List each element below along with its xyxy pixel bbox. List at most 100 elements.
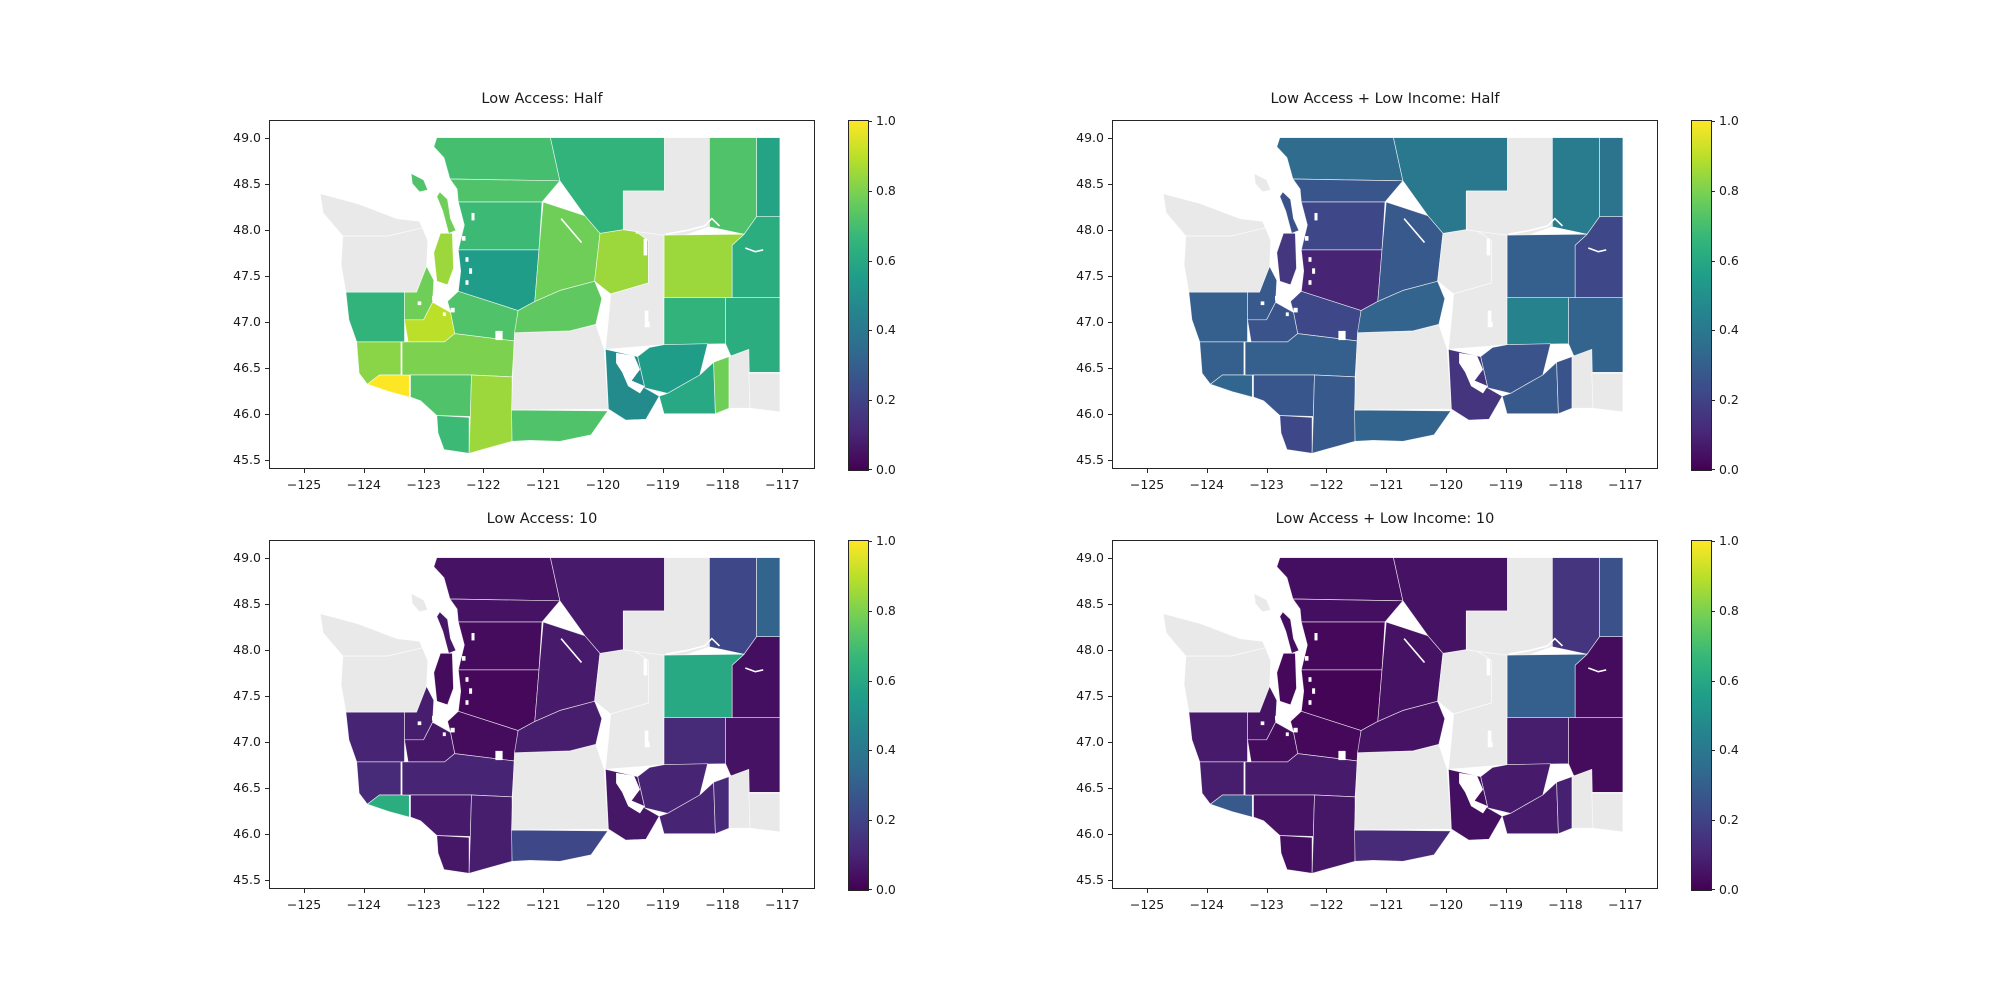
water-speck — [442, 312, 446, 317]
map-plot-area — [1112, 120, 1658, 469]
county-grant — [605, 231, 665, 350]
water-speck — [644, 321, 650, 328]
colorbar-tick-label: 0.0 — [1719, 882, 1739, 897]
water-speck — [1487, 321, 1493, 328]
y-tick-label: 48.0 — [1076, 641, 1104, 657]
y-tick-mark — [1108, 367, 1112, 369]
colorbar-tick-label: 0.4 — [876, 322, 896, 338]
colorbar-tick-mark — [868, 469, 872, 470]
colorbar-tick-label: 0.4 — [876, 742, 896, 758]
water-speck — [1275, 295, 1278, 301]
river-line — [1588, 667, 1607, 673]
washington-choropleth-map — [319, 557, 781, 874]
colorbar-tick-mark — [868, 610, 872, 612]
x-tick-mark — [1386, 889, 1388, 893]
x-tick-mark — [722, 469, 724, 473]
county-sanjuan — [410, 593, 429, 613]
subplot-title: Low Access + Low Income: 10 — [1275, 511, 1495, 527]
water-area — [1459, 352, 1488, 394]
x-tick-label: −119 — [645, 477, 680, 492]
y-tick-label: 47.0 — [233, 733, 261, 749]
county-clark — [436, 835, 470, 874]
water-speck — [1304, 236, 1309, 241]
county-skamania — [1311, 794, 1356, 874]
x-tick-label: −121 — [1369, 897, 1404, 912]
county-adams — [1506, 717, 1569, 766]
y-tick-label: 49.0 — [1076, 129, 1104, 145]
water-speck — [495, 330, 503, 341]
colorbar-tick-mark — [868, 750, 872, 752]
county-klickitat — [511, 409, 609, 442]
y-tick-mark — [265, 183, 269, 185]
x-tick-label: −121 — [526, 477, 561, 492]
x-tick-label: −120 — [1428, 897, 1464, 912]
county-skagit — [1292, 598, 1404, 623]
county-stevens — [1552, 137, 1600, 235]
county-adams — [663, 297, 726, 346]
water-speck — [1293, 727, 1298, 733]
water-speck — [643, 658, 648, 676]
x-tick-mark — [1565, 469, 1567, 473]
county-clallam — [1162, 613, 1266, 657]
river-line — [745, 667, 764, 673]
river-line — [1508, 217, 1564, 235]
y-tick-label: 47.5 — [1076, 687, 1104, 703]
county-clallam — [319, 613, 423, 657]
county-skamania — [468, 374, 513, 454]
water-speck — [1260, 721, 1265, 726]
map-plot-area — [1112, 540, 1658, 889]
water-speck — [442, 732, 446, 737]
water-speck — [450, 727, 455, 733]
water-speck — [454, 624, 458, 630]
y-tick-mark — [1108, 787, 1112, 789]
y-tick-label: 45.5 — [1076, 871, 1104, 887]
county-snohomish — [1300, 201, 1386, 251]
x-tick-label: −119 — [1488, 477, 1523, 492]
water-speck — [450, 307, 455, 313]
water-speck — [1293, 307, 1298, 313]
county-garfield — [1571, 768, 1594, 829]
water-speck — [1338, 750, 1346, 761]
x-tick-mark — [602, 889, 604, 893]
water-speck — [1308, 257, 1312, 262]
x-tick-label: −119 — [645, 897, 680, 912]
water-speck — [1260, 301, 1265, 306]
county-pendoreille — [756, 137, 781, 218]
y-tick-label: 46.5 — [233, 359, 261, 375]
x-tick-label: −122 — [1309, 477, 1344, 492]
county-island — [436, 191, 457, 234]
y-tick-label: 45.5 — [233, 451, 261, 467]
county-clark — [436, 415, 470, 454]
river-line — [560, 218, 583, 244]
colorbar-tick-label: 0.2 — [1719, 812, 1739, 828]
colorbar-tick-mark — [1711, 541, 1715, 542]
x-tick-mark — [1326, 469, 1328, 473]
water-speck — [1272, 651, 1277, 657]
washington-choropleth-map — [1162, 557, 1624, 874]
county-grant — [1448, 231, 1508, 350]
y-tick-label: 49.0 — [233, 129, 261, 145]
county-pendoreille — [756, 557, 781, 638]
colorbar-tick-label: 0.0 — [876, 882, 896, 897]
colorbar-tick-label: 1.0 — [1719, 113, 1739, 128]
county-clark — [1279, 415, 1313, 454]
county-lincoln — [1506, 233, 1588, 299]
county-skamania — [1311, 374, 1356, 454]
county-kitsap — [1276, 232, 1297, 286]
county-jefferson — [340, 227, 429, 293]
colorbar-tick-mark — [868, 400, 872, 402]
water-speck — [417, 301, 422, 306]
water-speck — [471, 633, 475, 641]
x-tick-mark — [1266, 469, 1268, 473]
county-adams — [663, 717, 726, 766]
colorbar-tick-label: 0.8 — [1719, 602, 1739, 618]
x-tick-mark — [1565, 889, 1567, 893]
x-tick-mark — [1147, 889, 1149, 893]
y-tick-mark — [265, 367, 269, 369]
water-speck — [1338, 330, 1346, 341]
water-speck — [429, 231, 434, 237]
county-franklin — [637, 763, 708, 814]
county-whatcom — [1276, 137, 1404, 182]
x-tick-mark — [1505, 889, 1507, 893]
county-jefferson — [1183, 227, 1272, 293]
